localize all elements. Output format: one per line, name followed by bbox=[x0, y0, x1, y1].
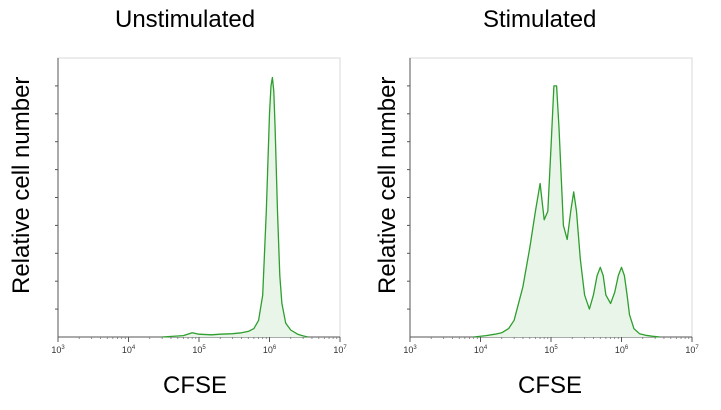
x-axis-label: CFSE bbox=[163, 372, 228, 399]
x-tick-label: 104 bbox=[122, 345, 136, 355]
chart-panel-unstimulated: Unstimulated Relative cell number 103 104… bbox=[0, 0, 360, 410]
x-tick-label: 105 bbox=[192, 345, 206, 355]
chart-panel-stimulated: Stimulated Relative cell number 103 104 10… bbox=[360, 0, 721, 410]
histogram-plot-stimulated: 103 104 105 106 107 bbox=[403, 57, 699, 355]
x-tick-label: 107 bbox=[333, 345, 347, 355]
x-axis-label: CFSE bbox=[518, 372, 583, 399]
chart-title: Stimulated bbox=[483, 6, 597, 33]
plot-frame bbox=[57, 57, 341, 338]
x-tick-label: 103 bbox=[51, 345, 65, 355]
x-tick-label: 105 bbox=[544, 345, 558, 355]
x-tick-label: 106 bbox=[615, 345, 629, 355]
chart-title: Unstimulated bbox=[115, 6, 256, 33]
histogram-line bbox=[473, 85, 660, 338]
x-tick-label: 103 bbox=[403, 345, 417, 355]
histogram-area bbox=[473, 85, 660, 338]
x-tick-label: 104 bbox=[474, 345, 488, 355]
x-tick-label: 106 bbox=[263, 345, 277, 355]
histogram-line bbox=[162, 76, 309, 338]
histogram-plot-unstimulated: 103 104 105 106 107 bbox=[51, 57, 347, 355]
x-tick-label: 107 bbox=[685, 345, 699, 355]
histogram-area bbox=[162, 77, 308, 337]
